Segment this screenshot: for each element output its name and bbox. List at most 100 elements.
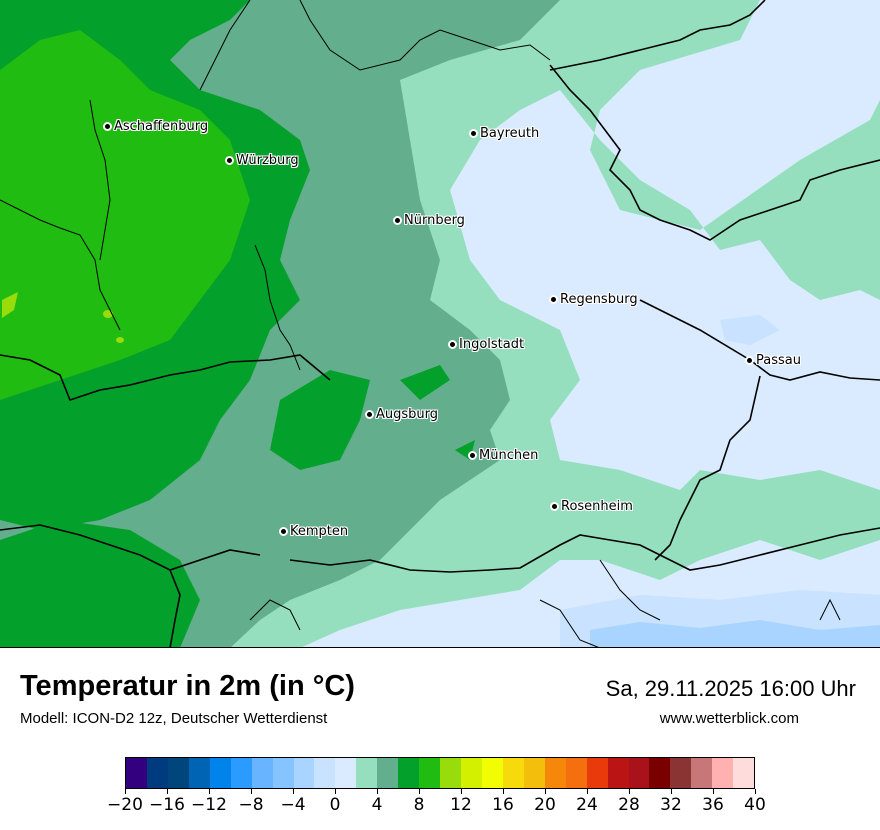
colorbar-segment	[209, 758, 231, 788]
website-label: www.wetterblick.com	[659, 710, 799, 727]
colorbar-segment	[461, 758, 482, 788]
city-dot-icon	[468, 451, 477, 460]
city-marker-augsburg: Augsburg	[365, 407, 438, 422]
city-label: Regensburg	[560, 292, 638, 307]
city-dot-icon	[279, 527, 288, 536]
colorbar-ticks: −20 −16 −12 −8 −4 0 4 8 12 16 20 24 28 32 36 40	[107, 789, 766, 819]
city-marker-bayreuth: Bayreuth	[469, 126, 539, 141]
city-marker-passau: Passau	[745, 353, 801, 368]
city-label: Würzburg	[236, 153, 299, 168]
colorbar-segment	[251, 758, 273, 788]
colorbar-segment	[167, 758, 189, 788]
city-dot-icon	[745, 356, 754, 365]
city-label: Ingolstadt	[459, 337, 525, 352]
colorbar-segment	[314, 758, 336, 788]
colorbar-tick-mark	[167, 789, 168, 794]
colorbar-tick-label: −16	[149, 795, 185, 815]
colorbar-segment	[293, 758, 315, 788]
city-marker-muenchen: München	[468, 448, 538, 463]
colorbar-tick-label: 8	[413, 795, 425, 815]
colorbar-segment	[398, 758, 420, 788]
colorbar-tick-mark	[629, 789, 630, 794]
temperature-map: Aschaffenburg Würzburg Bayreuth Nürnberg…	[0, 0, 880, 648]
city-marker-rosenheim: Rosenheim	[550, 499, 633, 514]
colorbar-tick-mark	[461, 789, 462, 794]
city-dot-icon	[448, 340, 457, 349]
colorbar-tick-mark	[671, 789, 672, 794]
city-dot-icon	[549, 295, 558, 304]
colorbar-tick-label: 24	[576, 795, 598, 815]
city-marker-kempten: Kempten	[279, 524, 348, 539]
colorbar-tick-mark	[419, 789, 420, 794]
colorbar-segment	[188, 758, 210, 788]
colorbar-tick-label: 0	[329, 795, 341, 815]
colorbar-tick-mark	[251, 789, 252, 794]
colorbar-segment	[523, 758, 545, 788]
colorbar-tick-mark	[209, 789, 210, 794]
city-marker-wuerzburg: Würzburg	[225, 153, 299, 168]
city-dot-icon	[365, 410, 374, 419]
colorbar-tick-label: 16	[492, 795, 514, 815]
city-dot-icon	[469, 129, 478, 138]
colorbar-segment	[565, 758, 587, 788]
city-marker-regensburg: Regensburg	[549, 292, 638, 307]
colorbar-segment	[733, 758, 755, 788]
colorbar-tick-mark	[587, 789, 588, 794]
valid-datetime: Sa, 29.11.2025 16:00 Uhr	[605, 676, 856, 701]
city-marker-nuernberg: Nürnberg	[393, 213, 465, 228]
colorbar-tick-mark	[545, 789, 546, 794]
colorbar-tick-label: 4	[371, 795, 383, 815]
colorbar-segment	[126, 758, 147, 788]
colorbar-segment	[230, 758, 252, 788]
colorbar-segment	[146, 758, 168, 788]
colorbar-tick-mark	[503, 789, 504, 794]
colorbar-tick-label: −8	[238, 795, 264, 815]
map-title: Temperatur in 2m (in °C)	[20, 670, 355, 702]
city-label: Nürnberg	[404, 213, 465, 228]
colorbar-tick-mark	[125, 789, 126, 794]
temperature-colorbar	[125, 757, 755, 789]
colorbar-segment	[670, 758, 692, 788]
colorbar-segment	[335, 758, 357, 788]
city-dot-icon	[103, 122, 112, 131]
colorbar-tick-label: −12	[191, 795, 227, 815]
colorbar-segment	[586, 758, 608, 788]
colorbar-tick-label: 32	[660, 795, 682, 815]
colorbar-segment	[272, 758, 294, 788]
colorbar-tick-label: −4	[280, 795, 306, 815]
city-label: Augsburg	[376, 407, 439, 422]
colorbar-tick-mark	[335, 789, 336, 794]
map-raster	[0, 0, 880, 647]
colorbar-segment	[356, 758, 378, 788]
city-label: Passau	[756, 353, 801, 368]
colorbar-segment	[481, 758, 503, 788]
colorbar-segment	[691, 758, 713, 788]
colorbar-segment	[544, 758, 566, 788]
colorbar-segment	[502, 758, 524, 788]
city-dot-icon	[550, 502, 559, 511]
colorbar-tick-label: 12	[450, 795, 472, 815]
colorbar-segment	[419, 758, 441, 788]
colorbar-segment	[628, 758, 650, 788]
model-subtitle: Modell: ICON-D2 12z, Deutscher Wetterdie…	[20, 710, 328, 727]
city-marker-ingolstadt: Ingolstadt	[448, 337, 524, 352]
colorbar-tick-label: −20	[107, 795, 143, 815]
colorbar-tick-label: 40	[744, 795, 766, 815]
colorbar-segment	[649, 758, 671, 788]
colorbar-segment	[712, 758, 734, 788]
colorbar-tick-label: 36	[702, 795, 724, 815]
city-dot-icon	[393, 216, 402, 225]
colorbar-segment	[607, 758, 629, 788]
colorbar-tick-label: 28	[618, 795, 640, 815]
colorbar-tick-mark	[713, 789, 714, 794]
city-label: Bayreuth	[480, 126, 540, 141]
colorbar-tick-mark	[293, 789, 294, 794]
city-marker-aschaffenburg: Aschaffenburg	[103, 119, 208, 134]
city-label: München	[479, 448, 539, 463]
city-dot-icon	[225, 156, 234, 165]
colorbar-tick-mark	[755, 789, 756, 794]
colorbar-tick-label: 20	[534, 795, 556, 815]
city-label: Kempten	[290, 524, 349, 539]
colorbar-segment	[377, 758, 399, 788]
city-label: Aschaffenburg	[114, 119, 209, 134]
